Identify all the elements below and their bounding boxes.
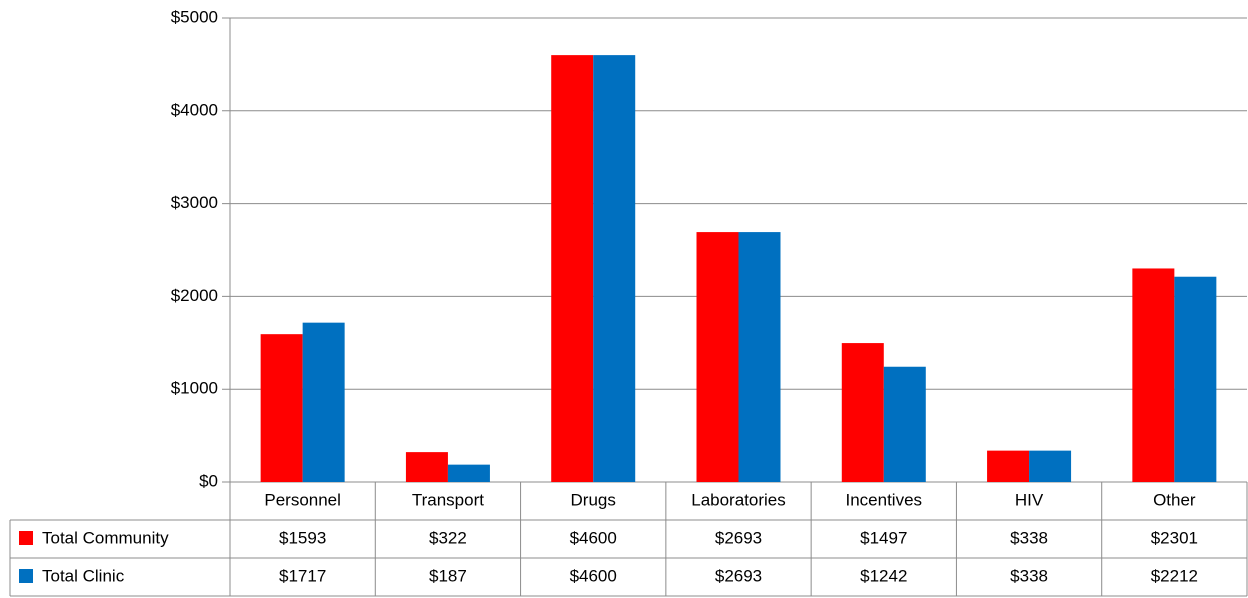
bar bbox=[260, 334, 303, 482]
bar bbox=[841, 343, 884, 482]
legend-label: Total Community bbox=[42, 528, 169, 547]
legend-swatch bbox=[19, 569, 33, 583]
bar bbox=[302, 322, 345, 482]
bar bbox=[696, 232, 739, 482]
bar bbox=[738, 232, 781, 482]
table-value: $2212 bbox=[1151, 566, 1198, 585]
table-value: $2693 bbox=[715, 528, 762, 547]
legend-label: Total Clinic bbox=[42, 566, 125, 585]
category-label: Incentives bbox=[846, 490, 923, 509]
bar bbox=[551, 55, 594, 483]
bar bbox=[1174, 276, 1217, 482]
bar bbox=[593, 55, 636, 483]
y-tick-label: $4000 bbox=[171, 100, 218, 119]
category-label: Drugs bbox=[571, 490, 616, 509]
y-tick-label: $3000 bbox=[171, 193, 218, 212]
table-value: $1717 bbox=[279, 566, 326, 585]
legend-swatch bbox=[19, 531, 33, 545]
category-label: Laboratories bbox=[691, 490, 786, 509]
y-tick-label: $1000 bbox=[171, 379, 218, 398]
category-label: Transport bbox=[412, 490, 484, 509]
table-value: $338 bbox=[1010, 566, 1048, 585]
table-value: $2301 bbox=[1151, 528, 1198, 547]
bar bbox=[447, 464, 490, 482]
bar bbox=[405, 452, 448, 482]
table-value: $1593 bbox=[279, 528, 326, 547]
table-value: $4600 bbox=[570, 528, 617, 547]
bar bbox=[987, 450, 1030, 482]
bar bbox=[1029, 450, 1072, 482]
table-value: $187 bbox=[429, 566, 467, 585]
y-tick-label: $0 bbox=[199, 471, 218, 490]
table-value: $1497 bbox=[860, 528, 907, 547]
bar bbox=[883, 366, 926, 482]
category-label: HIV bbox=[1015, 490, 1044, 509]
table-value: $1242 bbox=[860, 566, 907, 585]
table-value: $2693 bbox=[715, 566, 762, 585]
table-value: $4600 bbox=[570, 566, 617, 585]
y-tick-label: $2000 bbox=[171, 286, 218, 305]
category-label: Personnel bbox=[264, 490, 341, 509]
category-label: Other bbox=[1153, 490, 1196, 509]
bar bbox=[1132, 268, 1175, 482]
table-value: $338 bbox=[1010, 528, 1048, 547]
y-tick-label: $5000 bbox=[171, 7, 218, 26]
table-value: $322 bbox=[429, 528, 467, 547]
